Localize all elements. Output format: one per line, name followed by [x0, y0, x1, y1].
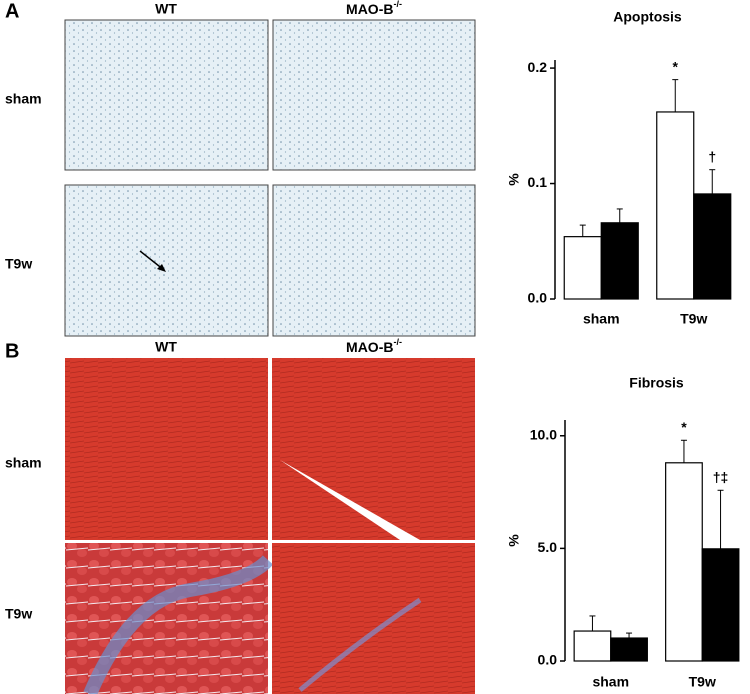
column-label: MAO-B-/- [346, 337, 402, 354]
micrograph [272, 358, 475, 540]
fibrosis-region [83, 555, 274, 694]
row-label: T9w [5, 606, 32, 622]
y-tick-label: 0.2 [528, 59, 548, 75]
bar [665, 462, 703, 662]
column-sup: -/- [393, 337, 402, 347]
column-name: MAO-B [346, 339, 393, 355]
micrograph [272, 184, 476, 337]
column-label: MAO-B-/- [346, 0, 402, 17]
y-axis-label: % [506, 173, 522, 186]
bar [610, 637, 648, 662]
bar [573, 630, 612, 662]
y-tick-label: 10.0 [530, 426, 557, 442]
chart-title: Fibrosis [629, 375, 684, 391]
y-tick-label: 0.0 [528, 290, 548, 306]
column-name: MAO-B [346, 1, 393, 17]
column-label: WT [155, 1, 177, 17]
column-sup: -/- [393, 0, 402, 9]
micrograph [272, 543, 475, 694]
panel-label: B [5, 340, 19, 362]
x-tick-label: T9w [689, 674, 716, 690]
y-tick-label: 5.0 [538, 539, 558, 555]
significance-label: †‡ [713, 469, 729, 485]
bar [656, 111, 695, 300]
micrograph [65, 358, 268, 540]
micrograph [64, 184, 269, 337]
bar [563, 236, 602, 300]
row-label: T9w [5, 256, 32, 272]
micrograph [272, 19, 476, 171]
y-tick-label: 0.1 [528, 174, 548, 190]
fibrosis-region [298, 597, 422, 692]
row-label: sham [5, 455, 42, 471]
column-label: WT [155, 339, 177, 355]
x-tick-label: sham [583, 311, 620, 327]
x-tick-label: sham [592, 674, 629, 690]
y-tick-label: 0.0 [538, 652, 558, 668]
bar [600, 222, 639, 300]
bar [701, 548, 740, 662]
significance-label: * [673, 58, 679, 74]
significance-label: * [681, 419, 687, 435]
micrograph [64, 19, 269, 171]
row-label: sham [5, 91, 42, 107]
panel-label: A [5, 0, 19, 22]
x-tick-label: T9w [680, 311, 707, 327]
y-axis-label: % [506, 534, 522, 547]
bar [693, 193, 732, 300]
chart-title: Apoptosis [613, 9, 682, 25]
significance-label: † [708, 148, 716, 164]
tissue-gap [280, 460, 420, 540]
arrow-head [157, 264, 166, 272]
